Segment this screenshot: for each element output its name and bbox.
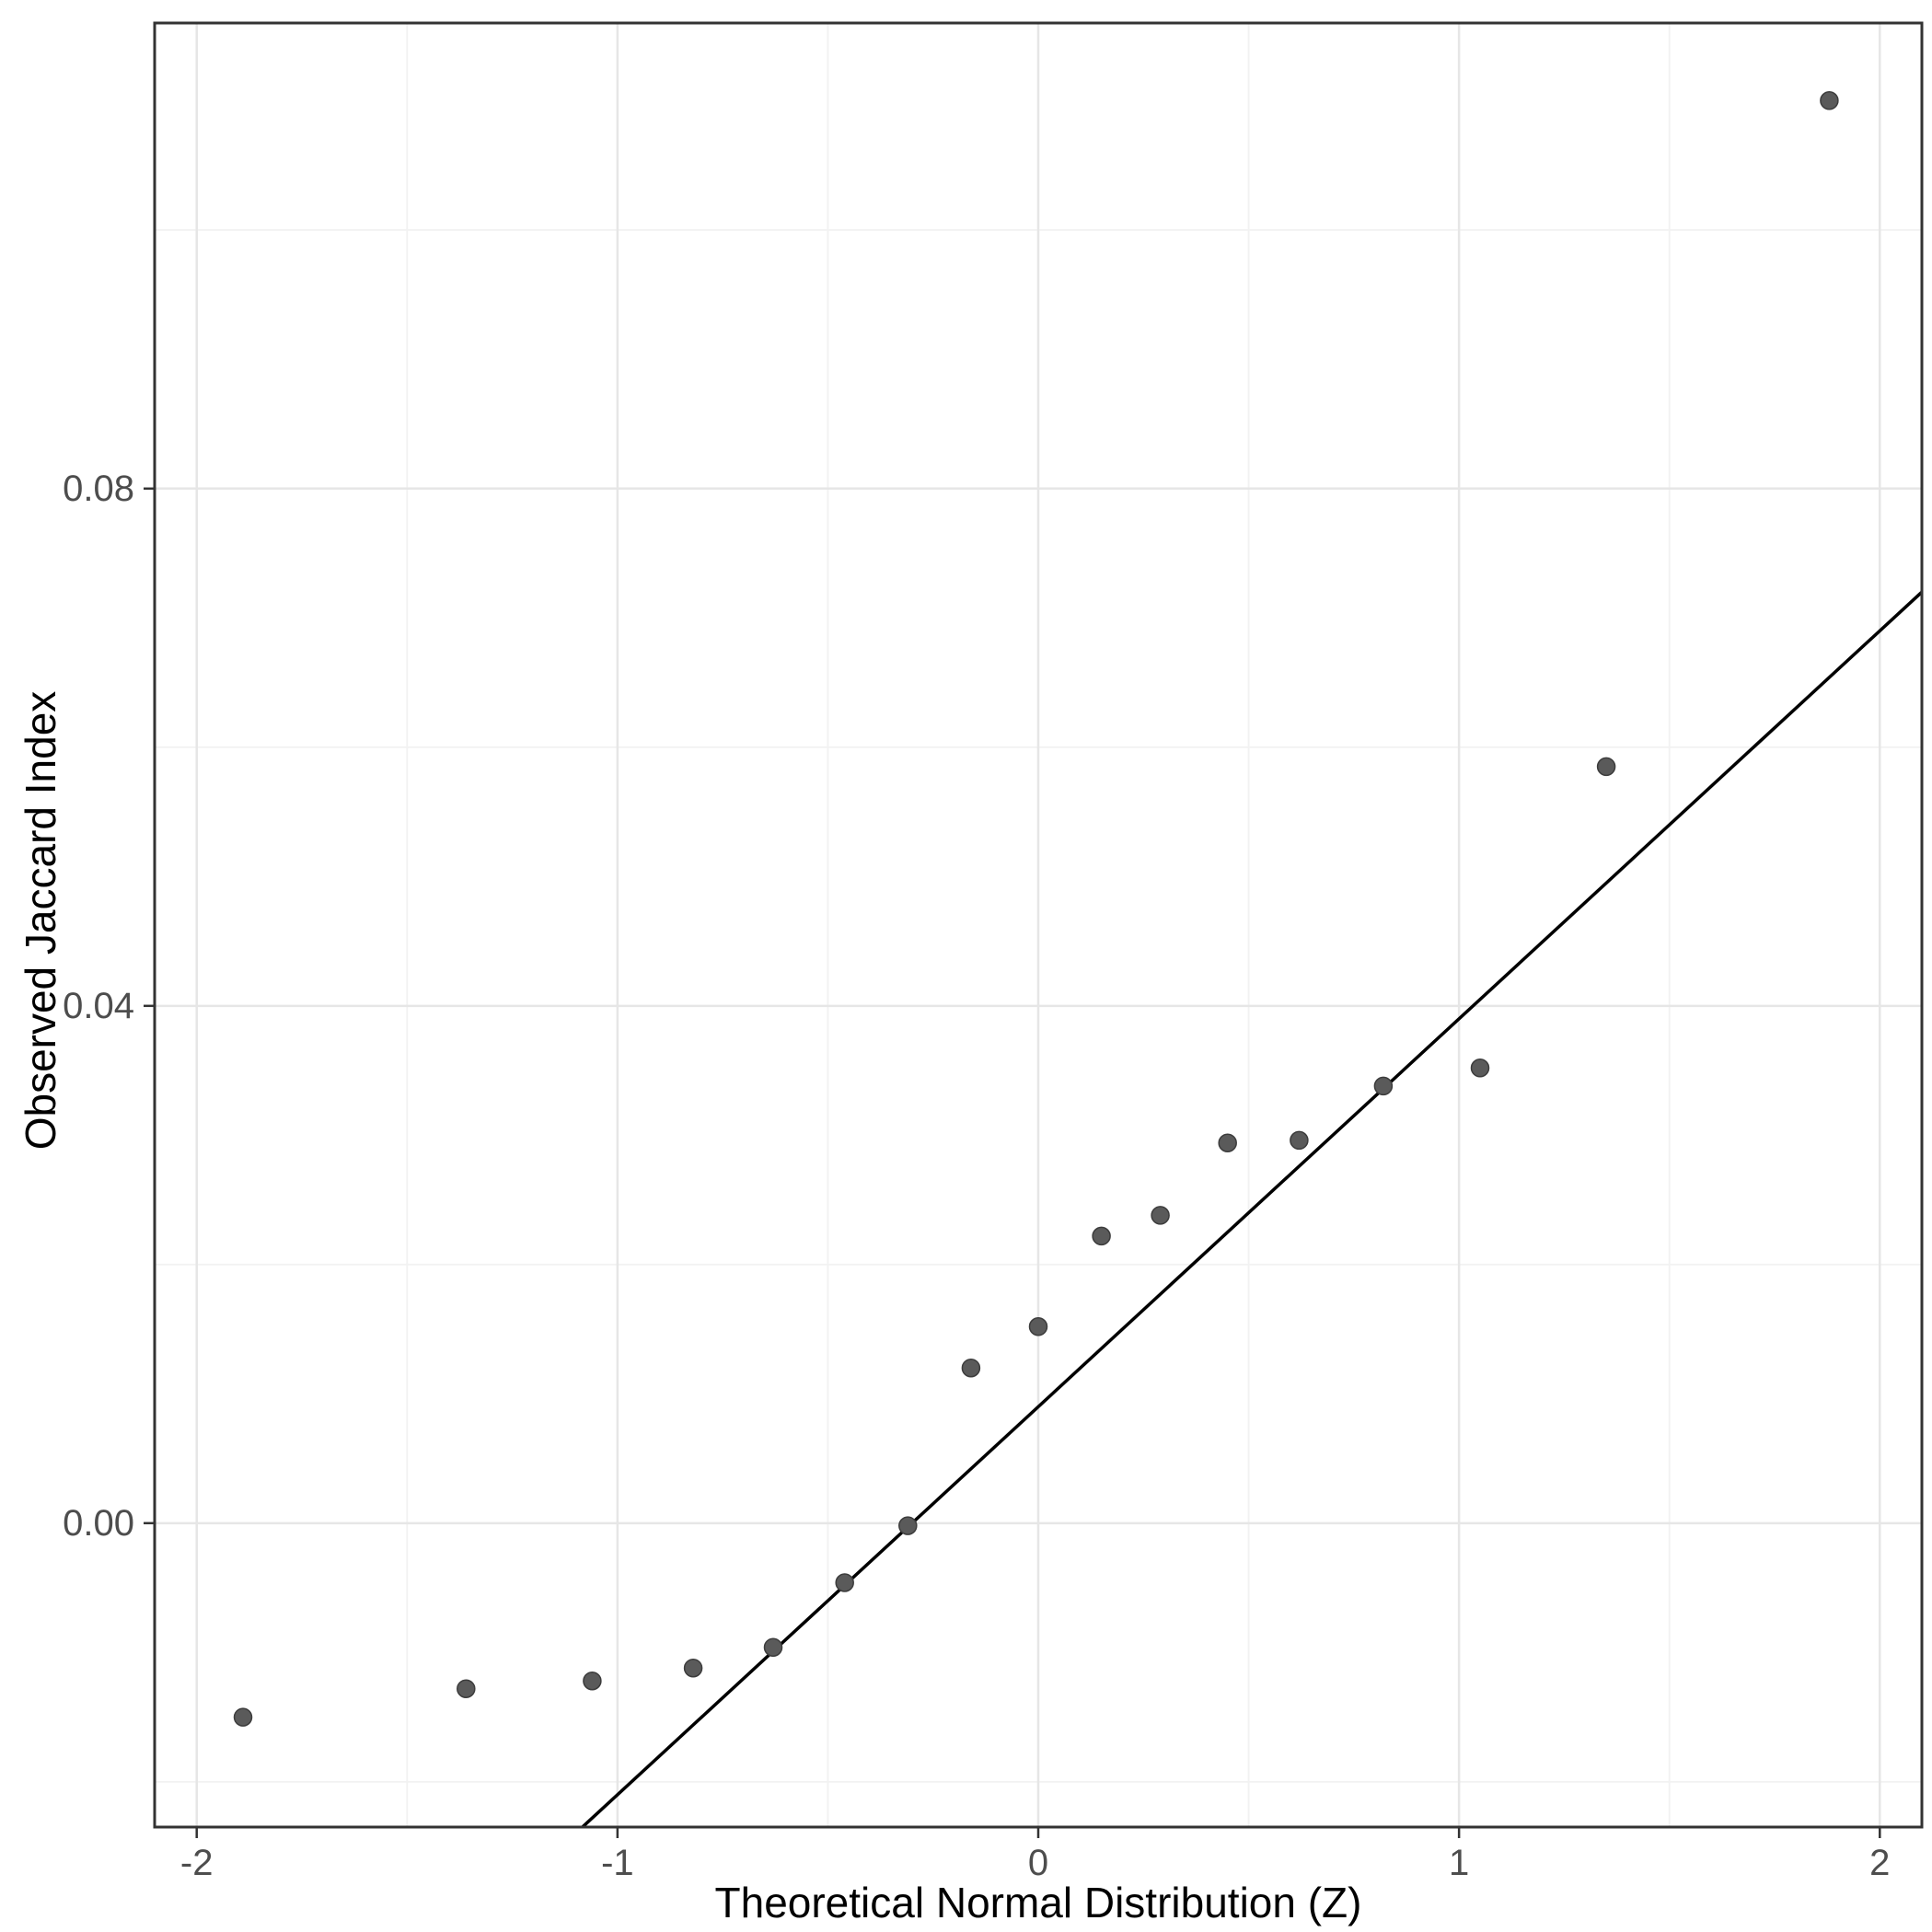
x-tick-label: -2 [180,1843,214,1883]
data-point [457,1679,476,1698]
data-point [763,1637,783,1657]
data-point [961,1358,981,1378]
data-point [1470,1059,1490,1078]
data-point [233,1707,253,1727]
data-point [1596,757,1616,777]
data-point [1092,1226,1111,1246]
data-point [835,1573,854,1592]
x-tick-label: 0 [1028,1843,1048,1883]
data-point [1151,1206,1170,1225]
data-point [1028,1317,1048,1336]
y-axis-title: Observed Jaccard Index [17,690,64,1151]
data-point [683,1658,703,1678]
qq-reference-line [580,590,1922,1827]
x-tick-label: 1 [1449,1843,1469,1883]
x-tick-label: -1 [601,1843,634,1883]
x-axis: -2 -1 0 1 2 [180,1827,1890,1883]
y-tick-label: 0.04 [63,986,134,1026]
x-axis-title: Theoretical Normal Distribution (Z) [714,1879,1362,1926]
x-tick-label: 2 [1869,1843,1890,1883]
data-point [1820,91,1839,110]
y-tick-label: 0.08 [63,469,134,509]
data-point [898,1516,918,1535]
y-axis: 0.00 0.04 0.08 [63,469,155,1544]
data-point [1373,1076,1394,1096]
y-tick-label: 0.00 [63,1503,134,1544]
data-point [1290,1130,1309,1151]
data-points [233,91,1839,1727]
major-gridlines [155,23,1922,1827]
data-point [1218,1133,1237,1152]
data-point [583,1671,602,1691]
